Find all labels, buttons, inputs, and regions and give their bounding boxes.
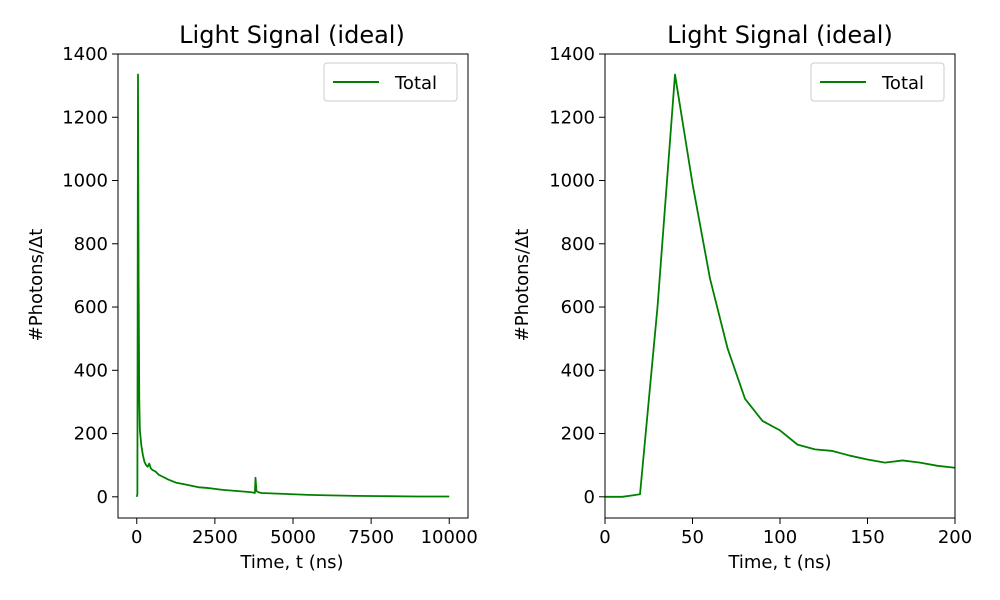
left-y-tick-label: 600 (74, 297, 108, 318)
right-legend-box (810, 62, 945, 102)
left-y-tick-label: 1200 (62, 107, 108, 128)
left-legend-label-total: Total (394, 73, 437, 94)
right-y-tick-label: 1400 (549, 44, 595, 65)
right-y-axis-label: #Photons/Δt (512, 229, 533, 342)
left-x-tick-label: 10000 (421, 527, 478, 548)
left-y-axis-label: #Photons/Δt (26, 229, 47, 342)
left-y-tick-label: 200 (74, 424, 108, 445)
left-y-tick-label: 0 (97, 487, 108, 508)
right-chart-title: Light Signal (ideal) (667, 21, 893, 49)
right-y-tick-label: 0 (584, 487, 595, 508)
left-plot-frame (117, 53, 469, 519)
right-y-tick-label: 1000 (549, 171, 595, 192)
right-y-ticks: 0 200 400 600 800 1000 1200 1400 (549, 44, 605, 508)
left-series-total-line (135, 73, 450, 498)
right-subplot: Light Signal (ideal) Time, t (ns) #Photo… (512, 21, 972, 573)
left-x-tick-label: 0 (131, 527, 142, 548)
right-plot-frame (604, 53, 956, 519)
right-x-tick-label: 150 (850, 527, 884, 548)
left-y-tick-label: 1400 (62, 44, 108, 65)
left-x-tick-label: 7500 (348, 527, 394, 548)
right-y-tick-label: 800 (561, 234, 595, 255)
right-y-tick-label: 200 (561, 424, 595, 445)
right-legend: Total (810, 62, 945, 102)
left-legend-box (323, 62, 458, 102)
right-x-tick-label: 50 (681, 527, 704, 548)
right-y-tick-label: 1200 (549, 107, 595, 128)
right-x-ticks: 0 50 100 150 200 (599, 518, 972, 548)
left-x-tick-label: 2500 (192, 527, 238, 548)
left-subplot: Light Signal (ideal) Time, t (ns) #Photo… (26, 21, 478, 573)
left-y-tick-label: 400 (74, 360, 108, 381)
right-x-tick-label: 0 (599, 527, 610, 548)
right-x-axis-label: Time, t (ns) (727, 552, 831, 573)
left-y-tick-label: 800 (74, 234, 108, 255)
left-chart-title: Light Signal (ideal) (179, 21, 405, 49)
left-x-ticks: 0 2500 5000 7500 10000 (131, 518, 478, 548)
right-y-tick-label: 600 (561, 297, 595, 318)
left-x-axis-label: Time, t (ns) (239, 552, 343, 573)
right-x-tick-label: 200 (938, 527, 972, 548)
right-x-tick-label: 100 (763, 527, 797, 548)
left-legend: Total (323, 62, 458, 102)
left-x-tick-label: 5000 (270, 527, 316, 548)
left-y-tick-label: 1000 (62, 171, 108, 192)
right-series-total-line (605, 73, 956, 498)
right-y-tick-label: 400 (561, 360, 595, 381)
left-y-ticks: 0 200 400 600 800 1000 1200 1400 (62, 44, 118, 508)
right-legend-label-total: Total (881, 73, 924, 94)
